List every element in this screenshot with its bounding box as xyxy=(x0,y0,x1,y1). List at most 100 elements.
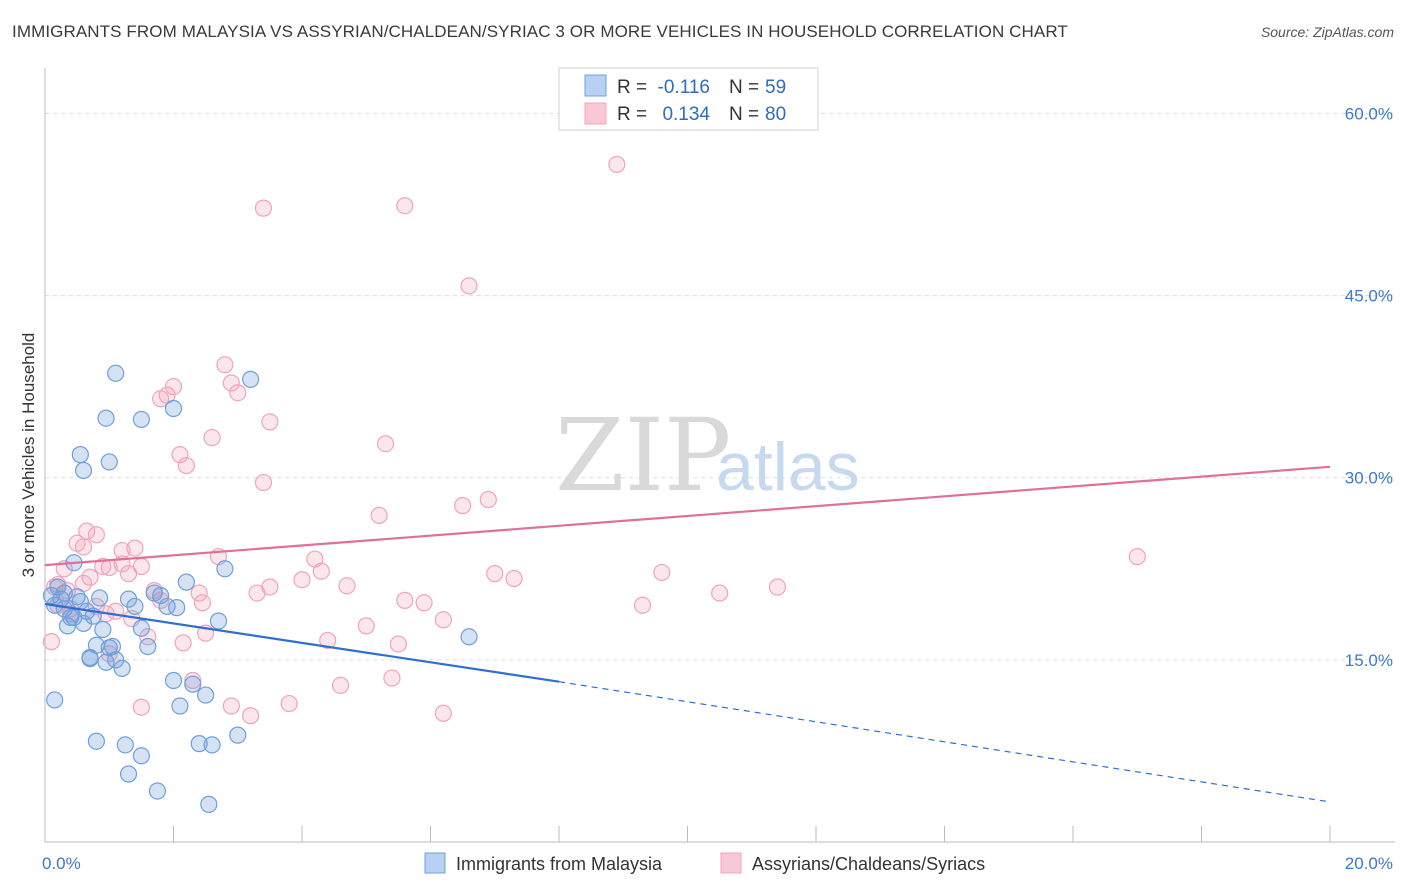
stats-legend: R = -0.116 N = 59 R = 0.134 N = 80 xyxy=(558,67,819,131)
blue-point-53 xyxy=(460,628,478,646)
blue-point-46 xyxy=(46,691,64,709)
legend-r-label-pink: R = xyxy=(617,104,647,125)
blue-point-38 xyxy=(71,446,89,464)
pink-point-74 xyxy=(174,634,192,652)
trend-line-pink xyxy=(44,465,1331,567)
pink-point-40 xyxy=(370,506,388,524)
pink-point-37 xyxy=(331,676,350,694)
pink-point-14 xyxy=(132,557,150,575)
pink-point-49 xyxy=(486,565,504,583)
blue-point-37 xyxy=(229,726,247,744)
pink-point-22 xyxy=(184,671,202,690)
pink-point-27 xyxy=(222,374,240,392)
pink-point-20 xyxy=(171,446,189,464)
pink-point-68 xyxy=(113,541,131,560)
pink-point-28 xyxy=(229,384,247,402)
pink-point-32 xyxy=(280,694,298,713)
blue-point-20 xyxy=(113,659,131,677)
blue-point-24 xyxy=(139,637,157,656)
legend-swatch-pink xyxy=(584,102,607,125)
pink-point-0 xyxy=(42,633,61,651)
blue-point-0 xyxy=(42,586,61,605)
bottom-legend-label-blue: Immigrants from Malaysia xyxy=(456,854,663,874)
pink-point-57 xyxy=(768,578,787,596)
blue-point-50 xyxy=(132,747,150,765)
pink-point-61 xyxy=(132,698,150,716)
axes xyxy=(44,68,1395,843)
legend-n-label-pink: N = xyxy=(729,104,759,125)
legend-n-label-blue: N = xyxy=(729,77,759,98)
blue-point-36 xyxy=(216,560,234,578)
series-blue-points xyxy=(42,364,478,813)
blue-point-58 xyxy=(65,608,83,626)
legend-n-value-blue: 59 xyxy=(765,77,786,98)
trend-line-blue-extension xyxy=(558,681,1331,803)
pink-point-48 xyxy=(479,490,497,509)
blue-point-51 xyxy=(148,782,167,800)
blue-point-33 xyxy=(197,686,215,704)
blue-point-22 xyxy=(126,597,144,616)
pink-point-52 xyxy=(633,596,652,614)
pink-point-38 xyxy=(338,577,356,595)
blue-point-23 xyxy=(132,619,150,637)
pink-point-46 xyxy=(454,497,472,515)
pink-point-64 xyxy=(222,697,240,715)
pink-point-15 xyxy=(139,628,157,646)
pink-point-6 xyxy=(81,568,99,586)
pink-point-42 xyxy=(389,635,407,653)
blue-point-34 xyxy=(203,736,221,754)
blue-point-39 xyxy=(74,461,93,480)
pink-point-19 xyxy=(164,378,183,396)
blue-point-49 xyxy=(119,765,138,783)
pink-point-79 xyxy=(193,594,212,612)
pink-point-75 xyxy=(434,704,452,722)
pink-point-44 xyxy=(415,594,433,612)
pink-point-55 xyxy=(396,197,414,215)
blue-point-57 xyxy=(103,637,122,656)
pink-point-56 xyxy=(711,584,729,602)
pink-point-69 xyxy=(78,522,96,540)
pink-point-24 xyxy=(203,429,221,447)
pink-point-39 xyxy=(357,617,375,635)
blue-point-35 xyxy=(209,612,228,630)
legend-swatch-blue xyxy=(584,74,607,97)
watermark-zip: ZIP xyxy=(555,397,731,514)
pink-point-58 xyxy=(1128,548,1146,566)
trend-lines xyxy=(44,465,1331,803)
watermark: ZIP atlas xyxy=(555,397,860,514)
y-axis-label: 3 or more Vehicles in Household xyxy=(19,333,38,578)
blue-point-16 xyxy=(94,620,112,639)
blue-point-8 xyxy=(68,588,86,606)
pink-point-51 xyxy=(608,155,626,174)
watermark-atlas: atlas xyxy=(716,429,860,505)
pink-point-13 xyxy=(126,539,144,557)
pink-point-21 xyxy=(177,456,195,475)
x-tick-labels: 0.0% 20.0% xyxy=(42,854,1393,873)
blue-point-43 xyxy=(132,410,150,429)
pink-point-12 xyxy=(119,565,138,583)
pink-point-45 xyxy=(434,611,452,629)
blue-point-15 xyxy=(91,589,109,607)
y-tick-label-1: 30.0% xyxy=(1345,469,1393,488)
blue-point-52 xyxy=(200,795,218,813)
pink-point-47 xyxy=(460,277,478,295)
pink-point-70 xyxy=(58,582,77,600)
legend-r-label-blue: R = xyxy=(617,77,647,98)
chart-source: Source: ZipAtlas.com xyxy=(1260,24,1394,40)
y-tick-label-3: 60.0% xyxy=(1345,104,1393,123)
pink-point-8 xyxy=(94,557,112,575)
pink-point-63 xyxy=(152,390,170,408)
pink-point-43 xyxy=(396,591,414,609)
blue-point-32 xyxy=(190,735,208,753)
pink-point-76 xyxy=(248,584,266,602)
pink-point-7 xyxy=(87,526,106,544)
blue-point-44 xyxy=(164,399,183,418)
pink-point-53 xyxy=(653,563,671,582)
x-tick-label-0: 0.0% xyxy=(42,854,81,873)
series-legend: Immigrants from Malaysia Assyrians/Chald… xyxy=(424,852,985,874)
pink-point-33 xyxy=(293,571,311,589)
pink-point-29 xyxy=(242,707,260,725)
legend-r-value-pink: 0.134 xyxy=(662,104,710,125)
blue-point-26 xyxy=(152,586,170,605)
